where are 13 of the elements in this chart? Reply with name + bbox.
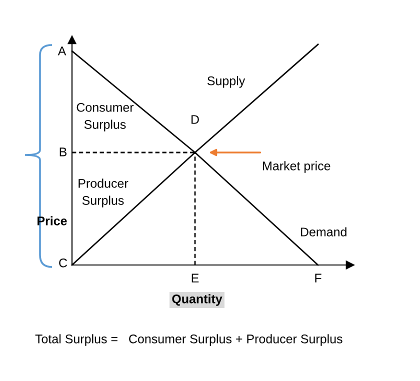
text: C: [59, 258, 68, 268]
text: Total Surplus = Consumer Surplus + Producer Surplus: [35, 334, 342, 346]
x-tick-label: E: [192, 274, 199, 282]
annotation: D: [192, 115, 199, 124]
annotation: Consumer Surplus: [76, 102, 134, 132]
text: A: [58, 46, 66, 56]
text: B: [60, 148, 67, 156]
series-label: Demand: [300, 227, 346, 236]
x-axis-title: Quantity: [172, 294, 222, 306]
annotation: Producer Surplus: [78, 178, 128, 208]
annotation: Market price: [263, 161, 330, 173]
series-label: Supply: [207, 76, 246, 88]
x-tick-label: F: [315, 274, 322, 282]
